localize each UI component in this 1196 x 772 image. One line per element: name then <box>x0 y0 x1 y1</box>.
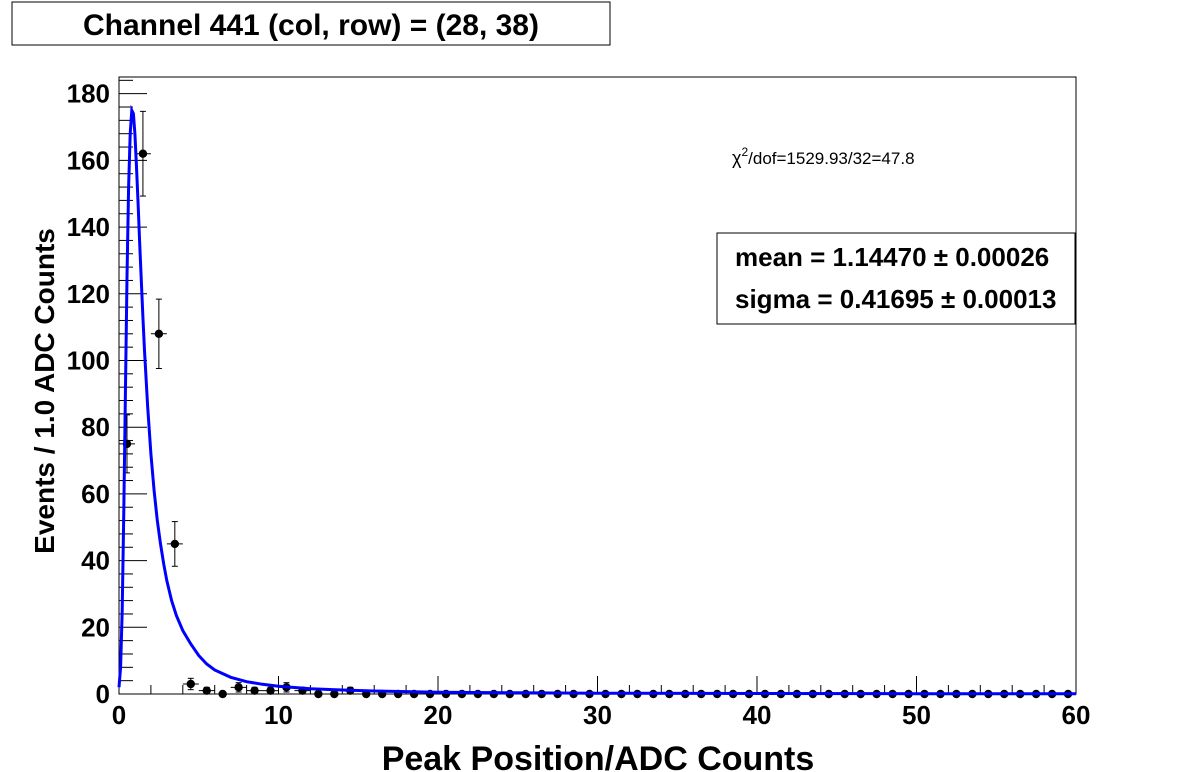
data-point <box>230 682 247 693</box>
y-axis-title: Events / 1.0 ADC Counts <box>29 228 60 554</box>
y-tick-label: 120 <box>67 279 110 309</box>
x-tick-label: 10 <box>264 700 293 730</box>
y-tick-label: 0 <box>96 679 110 709</box>
fit-params-box <box>716 232 1076 325</box>
data-point <box>134 110 151 197</box>
x-axis-title: Peak Position/ADC Counts <box>382 740 815 772</box>
x-tick-label: 60 <box>1062 700 1091 730</box>
data-point <box>150 298 167 369</box>
chi2-annotation: χ2/dof=1529.93/32=47.8 <box>732 145 915 168</box>
data-point <box>182 677 199 691</box>
x-tick-label: 0 <box>112 700 126 730</box>
y-axis: 0 20 40 60 80 100 120 140 160 180 <box>67 79 147 709</box>
data-point <box>198 686 215 695</box>
data-point <box>262 686 279 695</box>
y-tick-label: 140 <box>67 212 110 242</box>
fit-param-mean: mean = 1.14470 ± 0.00026 <box>735 242 1049 272</box>
x-tick-label: 50 <box>902 700 931 730</box>
data-point <box>326 689 343 699</box>
chi2-symbol: χ <box>732 148 742 168</box>
y-tick-label: 180 <box>67 79 110 109</box>
data-point <box>119 414 135 474</box>
y-tick-label: 20 <box>81 612 110 642</box>
x-tick-label: 30 <box>583 700 612 730</box>
y-tick-label: 40 <box>81 546 110 576</box>
data-point <box>214 689 231 699</box>
data-point <box>166 521 183 567</box>
chi2-exponent: 2 <box>741 145 748 159</box>
x-tick-label: 20 <box>424 700 453 730</box>
y-tick-label: 160 <box>67 145 110 175</box>
chart-title: Channel 441 (col, row) = (28, 38) <box>83 9 539 42</box>
x-tick-label: 40 <box>743 700 772 730</box>
title-box <box>11 1 611 46</box>
fit-param-sigma: sigma = 0.41695 ± 0.00013 <box>735 284 1056 314</box>
data-point <box>246 686 263 695</box>
fit-curve <box>117 104 1077 696</box>
data-point <box>310 689 327 699</box>
y-tick-label: 60 <box>81 479 110 509</box>
chi2-text: /dof=1529.93/32=47.8 <box>748 149 914 168</box>
y-tick-label: 100 <box>67 345 110 375</box>
plot-frame <box>118 76 1077 695</box>
data-points <box>119 110 1076 699</box>
y-tick-label: 80 <box>81 412 110 442</box>
